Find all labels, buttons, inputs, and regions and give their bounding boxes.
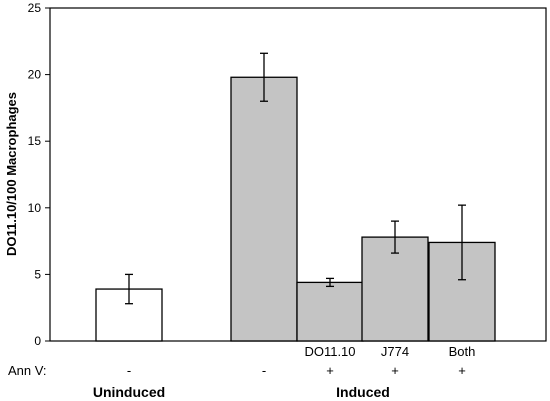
error-bars xyxy=(125,52,466,305)
y-tick-label: 5 xyxy=(34,267,41,281)
ann-v-marker-5: + xyxy=(458,363,466,378)
y-tick-label: 0 xyxy=(34,334,41,348)
bar-2 xyxy=(230,76,298,342)
ann-v-marker-1: - xyxy=(127,363,131,378)
category-label-4: J774 xyxy=(381,344,409,359)
ann-v-marker-2: - xyxy=(262,363,266,378)
y-axis: 0 5 10 15 20 25 xyxy=(28,1,50,348)
bar-4 xyxy=(361,236,429,342)
ann-v-row-label: Ann V: xyxy=(8,363,47,378)
ann-v-marker-4: + xyxy=(391,363,399,378)
category-label-3: DO11.10 xyxy=(304,344,355,359)
y-tick-label: 20 xyxy=(28,68,42,82)
category-label-5: Both xyxy=(449,344,476,359)
y-tick-label: 15 xyxy=(28,134,42,148)
group-labels: Uninduced Induced xyxy=(93,384,390,400)
group-label-uninduced: Uninduced xyxy=(93,384,165,400)
ann-v-markers: - - + + + xyxy=(127,363,466,378)
y-tick-label: 10 xyxy=(28,201,42,215)
ann-v-marker-3: + xyxy=(326,363,334,378)
y-tick-label: 25 xyxy=(28,1,42,15)
y-axis-title: DO11.10/100 Macrophages xyxy=(4,92,19,256)
category-labels: DO11.10 J774 Both xyxy=(304,344,475,359)
bar-3 xyxy=(296,281,364,342)
group-label-induced: Induced xyxy=(336,384,390,400)
